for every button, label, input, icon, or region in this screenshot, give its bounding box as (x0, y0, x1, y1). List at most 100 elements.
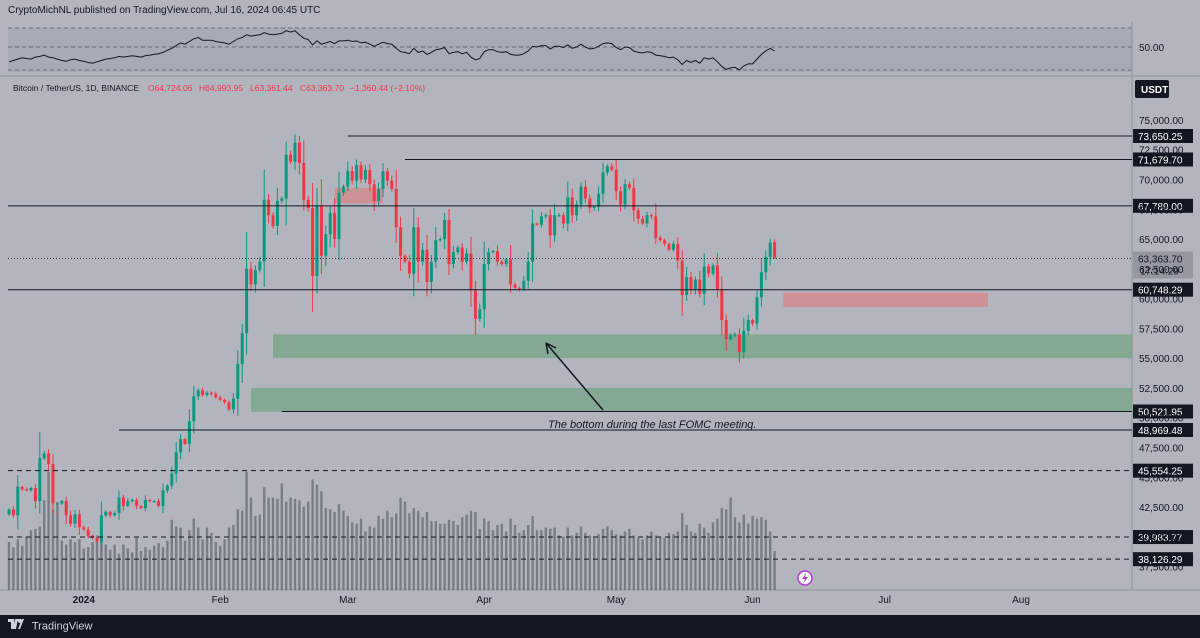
volume-bar (408, 513, 411, 590)
volume-bar (12, 547, 15, 590)
candle-up (711, 265, 715, 274)
volume-bar (95, 535, 99, 590)
volume-bar (540, 530, 543, 590)
y-tick-label: 47,500.00 (1139, 444, 1184, 455)
legend-low: L63,361.44 (250, 83, 293, 93)
candle-down (469, 253, 473, 291)
y-tick-label: 65,000.00 (1139, 235, 1184, 246)
candle-down (619, 191, 623, 205)
volume-bar (747, 523, 750, 590)
volume-bar (298, 500, 301, 590)
y-tick-label: 60,000.00 (1139, 295, 1184, 306)
candle-down (588, 198, 592, 209)
candle-up (478, 309, 482, 319)
x-tick-label: May (607, 595, 626, 606)
y-tick-label: 52,500.00 (1139, 384, 1184, 395)
annotation-arrow-shaft (545, 342, 604, 411)
level-label: 38,126.29 (1138, 555, 1183, 566)
fomc-annotation: The bottom during the last FOMC meeting. (545, 342, 756, 431)
candle-down (86, 529, 90, 536)
volume-bar (166, 540, 169, 590)
demand-zone (273, 334, 1132, 359)
time-axis[interactable]: 2024 Feb Mar Apr May Jun Jul Aug (73, 595, 1030, 606)
level-label-bg (1133, 129, 1193, 143)
currency-badge[interactable]: USDT (1135, 80, 1169, 98)
candle-down (390, 180, 394, 190)
lightning-icon-bolt (802, 573, 808, 584)
volume-bar (681, 513, 684, 590)
volume-bar (738, 522, 741, 590)
candle-down (47, 453, 51, 465)
volume-bar (676, 531, 679, 590)
price-axis[interactable]: 75,000.00 72,500.00 70,000.00 67,500.00 65,0… (1139, 116, 1184, 574)
candle-up (764, 256, 768, 273)
chart-canvas[interactable]: 50.00 Bitcoin / TetherUS, 1D, BINANCE O6… (0, 0, 1200, 615)
candle-down (183, 439, 187, 444)
lightning-icon[interactable] (797, 570, 813, 586)
volume-bar (725, 509, 728, 590)
candle-down (425, 249, 429, 282)
volume-bar (307, 501, 310, 590)
candle-up (130, 499, 134, 502)
volume-bar (51, 509, 55, 590)
volume-bar (663, 538, 666, 590)
volume-bar (667, 532, 671, 590)
y-tick-label: 72,500.00 (1139, 146, 1184, 157)
volume-bar (742, 514, 745, 590)
volume-bar (210, 532, 213, 590)
volume-bar (289, 497, 292, 590)
volume-bar (518, 532, 521, 590)
candle-down (108, 511, 112, 516)
candle-up (236, 364, 240, 399)
volume-bar (201, 539, 204, 590)
volume-bar (285, 501, 288, 590)
volume-bar (610, 530, 613, 590)
volume-bar (417, 510, 420, 590)
candle-down (627, 184, 631, 188)
candle-up (179, 439, 183, 453)
candle-up (531, 223, 535, 262)
candle-down (535, 223, 539, 225)
y-tick-label: 62,500.00 (1139, 265, 1184, 276)
candle-down (350, 171, 354, 181)
volume-bar (73, 541, 77, 590)
volume-bar (43, 500, 46, 590)
volume-bar (377, 515, 380, 590)
volume-bar (320, 491, 323, 590)
candle-up (16, 486, 20, 516)
level-label: 73,650.25 (1138, 132, 1183, 143)
candle-up (170, 473, 174, 486)
level-label-bg (1133, 282, 1193, 297)
candle-up (196, 390, 200, 397)
candle-up (152, 501, 156, 503)
volume-bar (232, 525, 235, 590)
volume-bar (465, 514, 468, 590)
volume-bar (329, 509, 332, 590)
y-tick-label: 42,500.00 (1139, 503, 1184, 514)
publish-line: CryptoMichNL published on TradingView.co… (8, 5, 321, 16)
candle-up (702, 266, 706, 294)
candle-down (333, 212, 337, 240)
volume-bar (170, 519, 173, 590)
candle-up (566, 197, 570, 224)
volume-bar (500, 523, 503, 590)
x-tick-label: Jun (745, 595, 761, 606)
level-label: 39,983.77 (1138, 533, 1183, 544)
candle-down (148, 499, 152, 502)
volume-bar (263, 487, 266, 590)
candle-up (262, 199, 266, 262)
candle-down (720, 289, 724, 321)
volume-bar (183, 540, 187, 590)
candle-up (253, 270, 257, 285)
volume-bar (126, 548, 129, 590)
volume-bar (584, 532, 587, 590)
candle-up (768, 242, 772, 257)
volume-bar (364, 531, 367, 590)
volume-bar (395, 513, 398, 590)
candle-up (315, 205, 319, 276)
volume-bar (707, 532, 710, 590)
volume-bar (100, 536, 103, 590)
levels-layer: 73,650.25 71,679.70 67,789.00 60,748.29 50,5… (8, 129, 1193, 567)
candle-down (135, 499, 139, 506)
candle-up (451, 252, 455, 265)
